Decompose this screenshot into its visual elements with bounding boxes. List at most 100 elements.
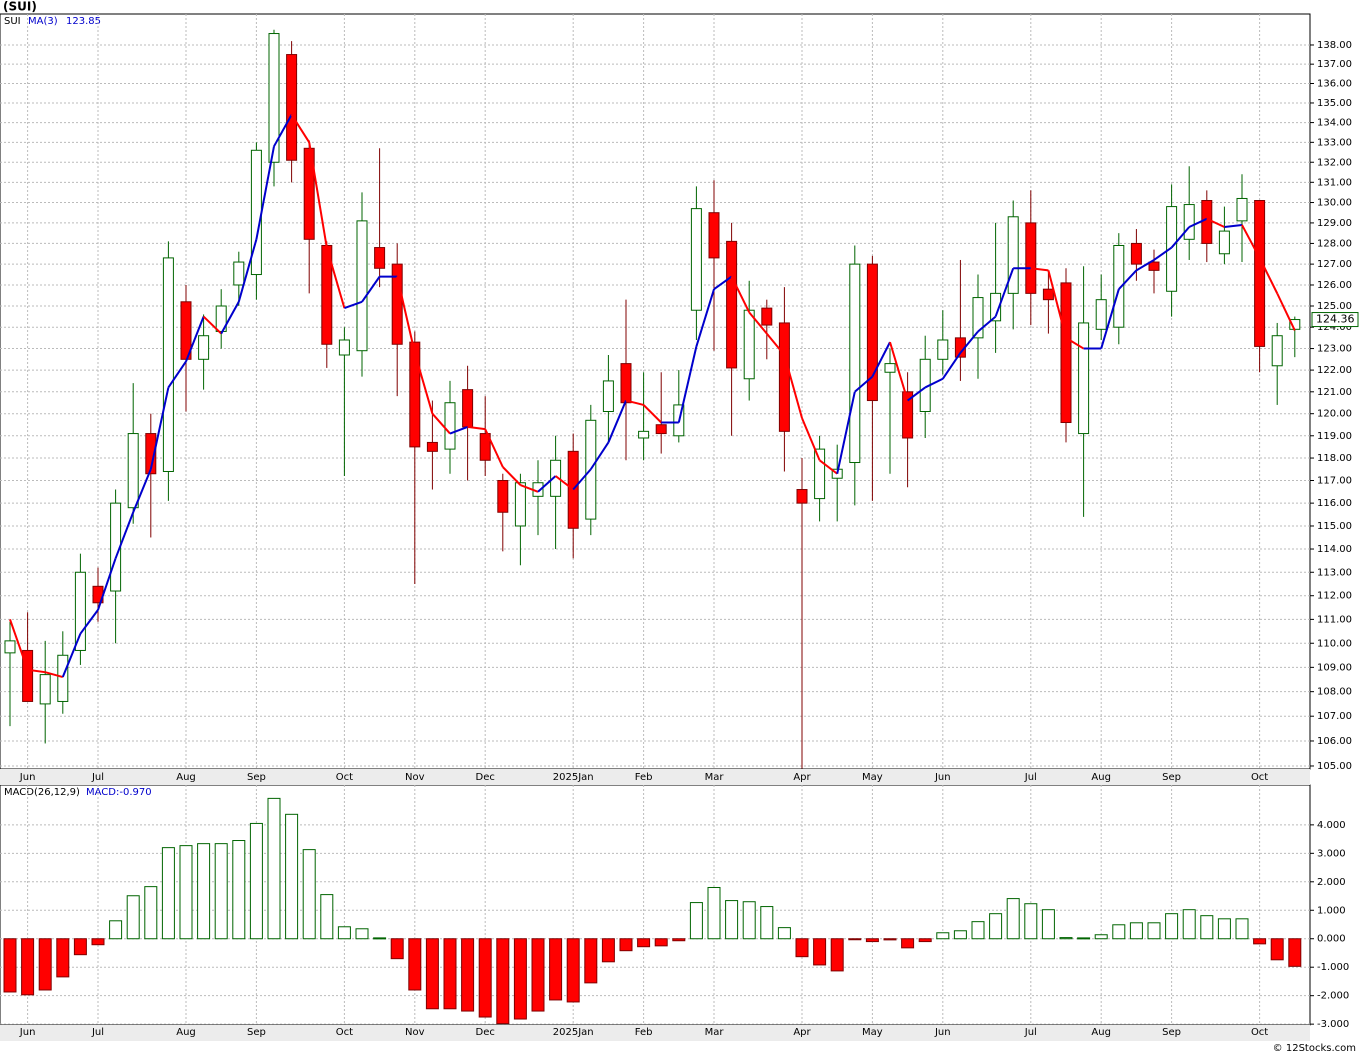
candle-body <box>514 482 526 527</box>
candle-body <box>215 305 227 332</box>
ma-line <box>97 557 117 611</box>
histogram-bar <box>179 845 193 940</box>
ma-line <box>625 399 644 406</box>
ma-line <box>255 146 275 240</box>
y-tick-label: 2.000 <box>1317 877 1346 888</box>
ma-line <box>994 267 1015 317</box>
candle-body <box>497 479 509 513</box>
ma-line <box>572 468 592 491</box>
histogram-bar <box>337 926 351 940</box>
symbol-label: SUI <box>4 16 21 27</box>
histogram-bar <box>56 938 70 978</box>
y-tick-label: 114.00 <box>1317 544 1352 555</box>
candle-body <box>233 261 245 286</box>
histogram-bar <box>865 938 879 943</box>
ma-line <box>431 413 451 435</box>
candle-body <box>602 380 614 413</box>
x-tick-label: Aug <box>1091 772 1111 783</box>
histogram-bar <box>214 843 228 940</box>
ma-line <box>941 352 962 380</box>
ma-line <box>1030 267 1049 272</box>
ma-line <box>889 341 909 401</box>
y-tick-label: 128.00 <box>1317 238 1352 249</box>
ma-line <box>836 391 856 474</box>
y-tick-label: 108.00 <box>1317 687 1352 698</box>
candle-body <box>391 263 403 345</box>
candle-body <box>866 263 878 402</box>
y-tick-label: 121.00 <box>1317 387 1352 398</box>
candle-body <box>550 459 562 497</box>
histogram-bar <box>936 932 950 940</box>
candle-body <box>444 402 456 450</box>
x-tick-label: Aug <box>176 772 196 783</box>
candle-body <box>1095 299 1107 330</box>
histogram-bar <box>777 927 791 940</box>
histogram-bar <box>1059 937 1073 940</box>
histogram-bar <box>285 813 299 940</box>
histogram-bar <box>1270 938 1284 961</box>
candle-body <box>409 341 421 448</box>
histogram-bar <box>725 900 739 940</box>
histogram-bar <box>689 902 703 940</box>
candle-body <box>1025 222 1037 294</box>
x-tick-label: Sep <box>1162 772 1181 783</box>
candle-body <box>761 307 773 326</box>
x-tick-label: 2025Jan <box>553 1027 594 1038</box>
y-tick-label: 127.00 <box>1317 259 1352 270</box>
y-tick-label: 113.00 <box>1317 567 1352 578</box>
y-tick-label: 105.00 <box>1317 761 1352 772</box>
x-tick-label: Jun <box>934 772 951 783</box>
ma-line <box>361 276 381 303</box>
candle-body <box>1060 282 1072 424</box>
candle-body <box>1183 204 1195 240</box>
ma-line <box>1153 246 1173 261</box>
y-tick-label: 118.00 <box>1317 453 1352 464</box>
histogram-bar <box>584 938 598 984</box>
x-tick-label: Oct <box>1251 1027 1268 1038</box>
last-price: 124.36 <box>1316 313 1355 326</box>
x-tick-label: Oct <box>1251 772 1268 783</box>
x-tick-label: Aug <box>176 1027 196 1038</box>
candle-body <box>990 292 1002 322</box>
y-tick-label: 138.00 <box>1317 40 1352 51</box>
histogram-bar <box>918 938 932 943</box>
histogram-bar <box>953 930 967 940</box>
ma-line <box>1100 288 1120 349</box>
ma-line <box>1188 217 1208 228</box>
ma-line <box>589 441 610 470</box>
ma-line <box>871 341 891 378</box>
ma-line <box>977 315 997 333</box>
y-tick-label: 1.000 <box>1317 905 1346 916</box>
ma-line <box>27 668 46 674</box>
candle-body <box>655 424 667 435</box>
histogram-bar <box>1165 913 1179 940</box>
candle-body <box>638 430 650 439</box>
histogram-bar <box>901 938 915 949</box>
ma-line <box>924 377 944 389</box>
y-tick-label: -3.000 <box>1317 1019 1349 1030</box>
x-tick-label: Nov <box>405 772 425 783</box>
y-tick-label: 112.00 <box>1317 591 1352 602</box>
ma-line <box>114 511 135 559</box>
histogram-bar <box>513 938 527 1020</box>
candle-body <box>1078 322 1090 435</box>
ma-line <box>1276 292 1296 331</box>
candle-body <box>286 54 298 161</box>
histogram-bar <box>1253 938 1267 945</box>
ma-line <box>167 360 187 389</box>
x-tick-label: Dec <box>476 1027 495 1038</box>
ma-line <box>677 346 698 423</box>
y-tick-label: 0.000 <box>1317 934 1346 945</box>
x-tick-label: Feb <box>635 1027 653 1038</box>
ma-line <box>1065 336 1085 350</box>
candle-body <box>145 433 157 475</box>
y-tick-label: 119.00 <box>1317 431 1352 442</box>
histogram-bar <box>1235 918 1249 940</box>
x-tick-label: Jun <box>934 1027 951 1038</box>
candle-body <box>690 208 702 311</box>
candle-body <box>162 257 174 472</box>
ma-line <box>1224 223 1243 228</box>
y-tick-label: 135.00 <box>1317 98 1352 109</box>
last-price-box <box>1311 312 1359 328</box>
histogram-bar <box>21 938 35 996</box>
